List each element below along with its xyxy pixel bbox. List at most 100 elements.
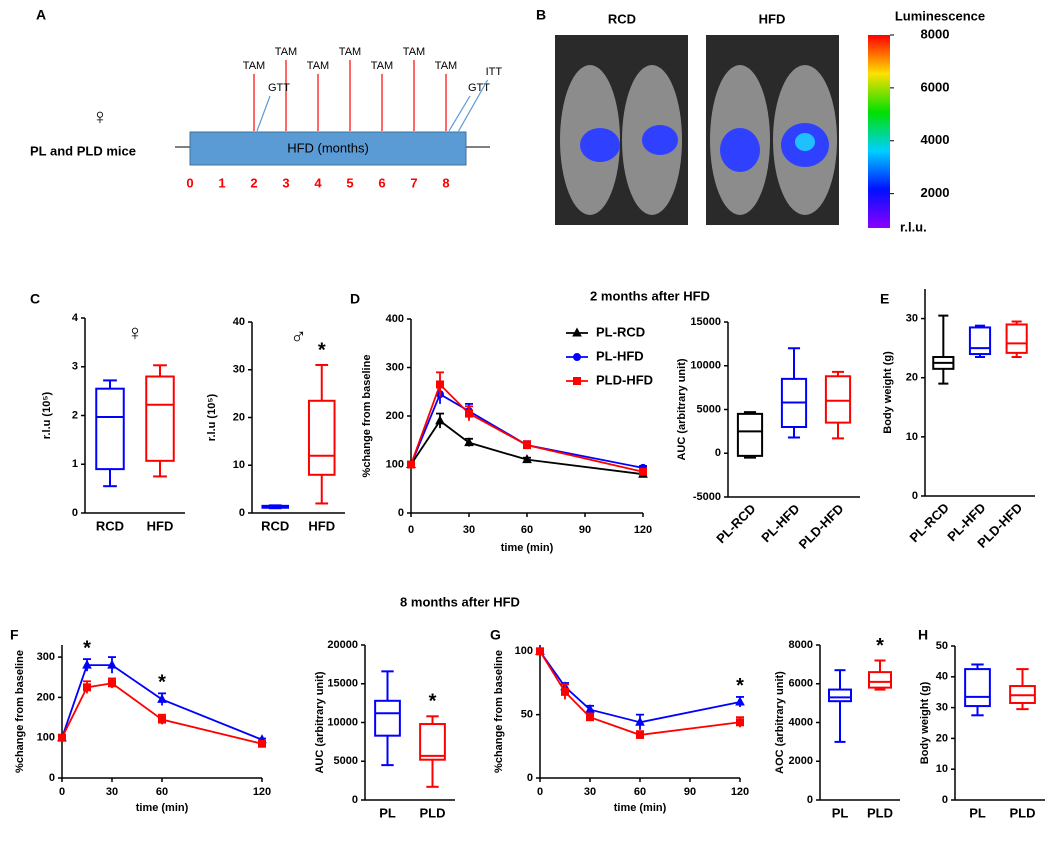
month-label: 8 bbox=[442, 175, 449, 190]
month-label: 6 bbox=[378, 175, 385, 190]
test-arrow bbox=[458, 79, 489, 132]
y-tick-label: 2 bbox=[72, 409, 78, 421]
x-tick-label: 120 bbox=[253, 786, 271, 798]
marker bbox=[736, 718, 744, 727]
box bbox=[1005, 323, 1028, 354]
box bbox=[736, 412, 764, 457]
marker bbox=[157, 693, 167, 703]
marker bbox=[83, 683, 91, 692]
y-tick-label: 0 bbox=[49, 772, 55, 784]
x-tick-label: PL-RCD bbox=[713, 501, 758, 546]
y-tick-label: 300 bbox=[386, 361, 404, 373]
box bbox=[868, 671, 892, 689]
y-tick-label: 10000 bbox=[690, 360, 721, 372]
y-tick-label: 10 bbox=[936, 763, 948, 775]
y-axis-label: AUC (arbitrary unit) bbox=[676, 358, 688, 460]
y-axis-label: r.l.u (10⁵) bbox=[206, 393, 218, 441]
marker bbox=[573, 377, 581, 385]
test-label: GTT bbox=[268, 82, 290, 94]
panel-label: F bbox=[10, 627, 19, 643]
y-tick-label: 50 bbox=[521, 709, 533, 721]
injection-label: TAM bbox=[339, 46, 361, 58]
y-tick-label: 20 bbox=[233, 411, 245, 423]
marker bbox=[108, 679, 116, 688]
x-tick-label: 120 bbox=[634, 524, 652, 536]
chart-title: 2 months after HFD bbox=[590, 288, 710, 303]
month-label: 2 bbox=[250, 175, 257, 190]
x-tick-label: 60 bbox=[156, 786, 168, 798]
injection-label: TAM bbox=[403, 46, 425, 58]
y-tick-label: 8000 bbox=[789, 639, 813, 651]
x-tick-label: 0 bbox=[408, 524, 414, 536]
marker bbox=[573, 353, 581, 361]
sex-symbol: ♀ bbox=[127, 320, 144, 345]
y-tick-label: 40 bbox=[936, 671, 948, 683]
panel-label: D bbox=[350, 291, 360, 307]
x-tick-label: PL-HFD bbox=[758, 501, 802, 545]
y-axis-label: Body weight (g) bbox=[919, 681, 931, 764]
marker bbox=[586, 713, 594, 722]
group-label: HFD bbox=[759, 11, 786, 26]
y-tick-label: 1 bbox=[72, 458, 78, 470]
marker bbox=[523, 441, 531, 450]
panel-label: A bbox=[36, 7, 46, 23]
colorbar bbox=[868, 35, 890, 228]
y-tick-label: 4000 bbox=[789, 716, 813, 728]
box bbox=[828, 688, 852, 703]
y-tick-label: -5000 bbox=[693, 491, 721, 503]
series-line bbox=[539, 650, 741, 724]
box bbox=[95, 387, 125, 471]
month-label: 4 bbox=[314, 175, 322, 190]
y-tick-label: 30 bbox=[906, 312, 918, 324]
marker bbox=[536, 647, 544, 656]
y-tick-label: 3 bbox=[72, 361, 78, 373]
y-tick-label: 10000 bbox=[327, 716, 358, 728]
x-tick-label: PLD bbox=[420, 805, 446, 820]
colorbar-tick-label: 4000 bbox=[921, 132, 950, 147]
x-tick-label: HFD bbox=[308, 518, 335, 533]
x-tick-label: PL bbox=[832, 805, 849, 820]
injection-label: TAM bbox=[371, 60, 393, 72]
month-label: 3 bbox=[282, 175, 289, 190]
x-tick-label: HFD bbox=[147, 518, 174, 533]
y-tick-label: 0 bbox=[352, 794, 358, 806]
marker bbox=[639, 467, 647, 476]
injection-label: TAM bbox=[243, 60, 265, 72]
y-tick-label: 0 bbox=[942, 794, 948, 806]
y-tick-label: 20 bbox=[936, 732, 948, 744]
y-axis-label: %change from baseline bbox=[14, 650, 26, 773]
panel-label: B bbox=[536, 7, 546, 23]
month-label: 1 bbox=[218, 175, 225, 190]
y-tick-label: 30 bbox=[233, 364, 245, 376]
y-tick-label: 5000 bbox=[334, 755, 358, 767]
y-tick-label: 2000 bbox=[789, 755, 813, 767]
diet-bar-label: HFD (months) bbox=[287, 140, 369, 155]
test-arrow bbox=[448, 95, 471, 132]
y-tick-label: 0 bbox=[807, 794, 813, 806]
x-tick-label: PLD-HFD bbox=[796, 501, 847, 552]
x-tick-label: PL bbox=[969, 805, 986, 820]
box bbox=[419, 723, 446, 761]
legend-label: PL-HFD bbox=[596, 348, 644, 363]
diet-bar bbox=[189, 131, 467, 166]
month-label: 0 bbox=[186, 175, 193, 190]
legend-label: PL-RCD bbox=[596, 324, 645, 339]
colorbar-tick-label: 2000 bbox=[921, 185, 950, 200]
sex-symbol: ♂ bbox=[290, 324, 307, 349]
y-tick-label: 10 bbox=[906, 431, 918, 443]
x-tick-label: 60 bbox=[521, 524, 533, 536]
annotation: * bbox=[83, 637, 91, 659]
annotation: * bbox=[876, 635, 884, 657]
injection-label: TAM bbox=[307, 60, 329, 72]
x-axis-label: time (min) bbox=[136, 802, 189, 814]
x-tick-label: 60 bbox=[634, 786, 646, 798]
y-tick-label: 0 bbox=[72, 507, 78, 519]
y-tick-label: 10 bbox=[233, 459, 245, 471]
marker bbox=[258, 739, 266, 748]
y-tick-label: 200 bbox=[386, 410, 404, 422]
x-tick-label: 90 bbox=[579, 524, 591, 536]
y-tick-label: 300 bbox=[37, 651, 55, 663]
group-label: RCD bbox=[608, 11, 636, 26]
marker bbox=[636, 730, 644, 739]
